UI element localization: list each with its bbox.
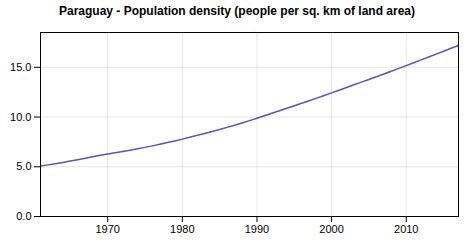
svg-text:5.0: 5.0 — [16, 160, 31, 172]
svg-text:15.0: 15.0 — [10, 61, 31, 73]
svg-text:1990: 1990 — [245, 223, 269, 235]
svg-text:10.0: 10.0 — [10, 111, 31, 123]
svg-text:2010: 2010 — [394, 223, 418, 235]
svg-text:1980: 1980 — [170, 223, 194, 235]
svg-text:2000: 2000 — [319, 223, 343, 235]
html-text:Paraguay - Population density: Paraguay - Population density (people pe… — [59, 4, 415, 18]
svg-text:0.0: 0.0 — [16, 210, 31, 222]
svg-text:1970: 1970 — [95, 223, 119, 235]
